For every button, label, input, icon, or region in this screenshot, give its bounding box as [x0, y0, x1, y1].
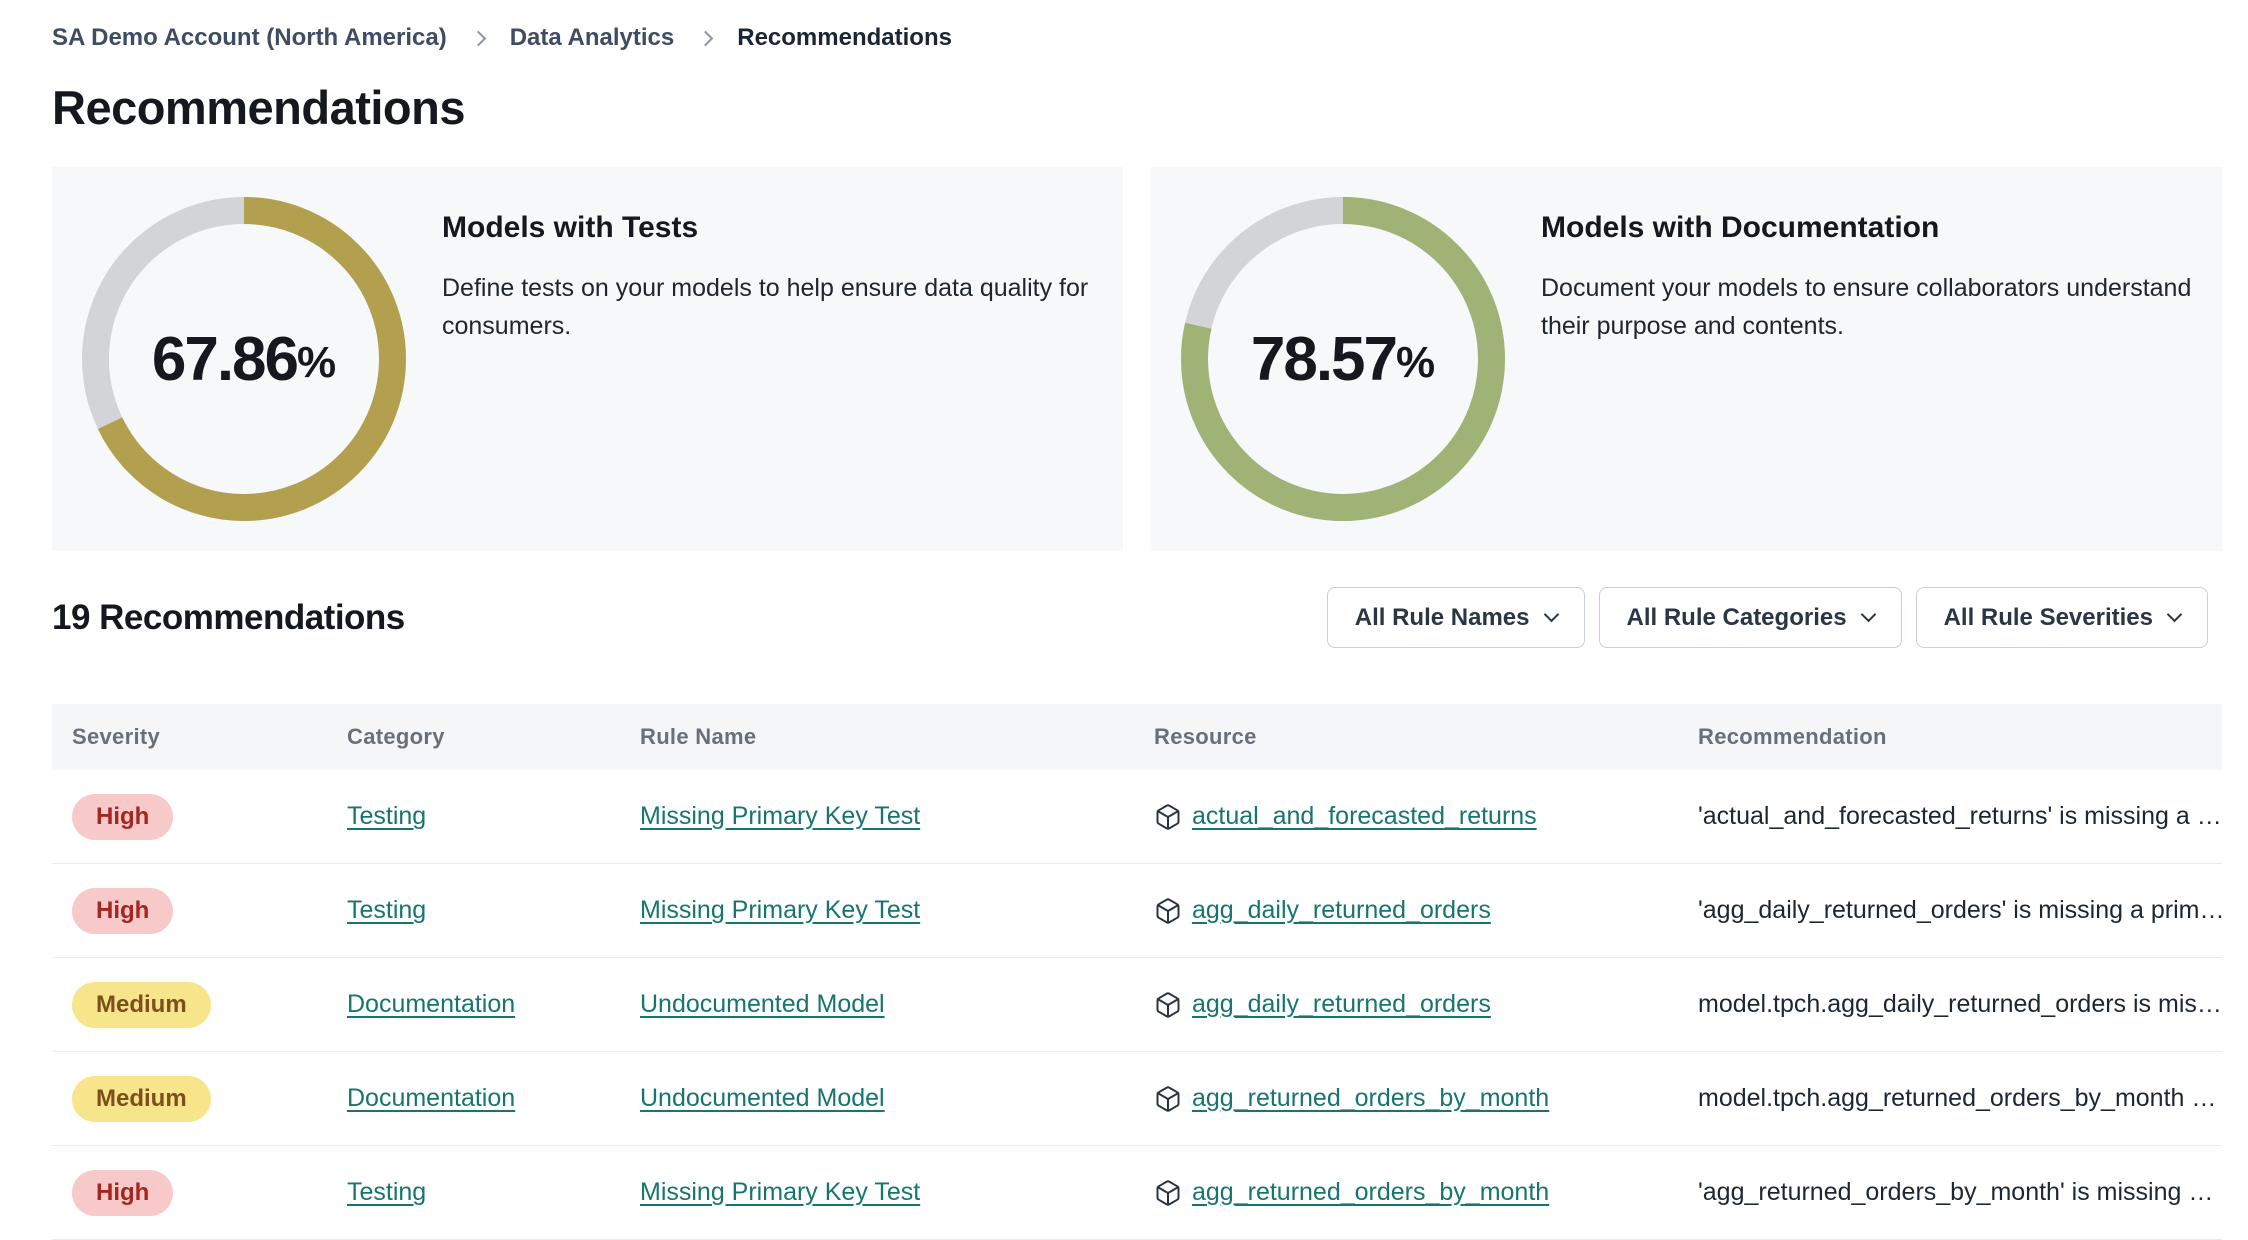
rule-severities-filter-dropdown[interactable]: All Rule Severities: [1915, 587, 2208, 648]
severity-badge: Medium: [72, 981, 211, 1028]
resource-link[interactable]: agg_daily_returned_orders: [1192, 896, 1491, 924]
donut-svg: [1181, 197, 1505, 521]
resource-link[interactable]: actual_and_forecasted_returns: [1192, 802, 1537, 830]
model-cube-icon: [1154, 1179, 1182, 1207]
donut-value-ring: [82, 197, 406, 521]
breadcrumb-item-current: Recommendations: [737, 24, 952, 51]
card-text: Models with Documentation Document your …: [1541, 167, 2192, 551]
resource-link[interactable]: agg_returned_orders_by_month: [1192, 1084, 1550, 1112]
donut-svg: [82, 197, 406, 521]
breadcrumb-item-project[interactable]: Data Analytics: [509, 24, 675, 51]
recommendation-text: 'agg_returned_orders_by_month' is missin…: [1698, 1178, 2214, 1206]
category-link[interactable]: Documentation: [347, 1084, 516, 1112]
severity-badge: Medium: [72, 1075, 211, 1122]
filters: All Rule Names All Rule Categories All R…: [1326, 587, 2208, 648]
rule-name-link[interactable]: Missing Primary Key Test: [640, 896, 921, 924]
card-title: Models with Documentation: [1541, 211, 1940, 244]
filter-label: All Rule Categories: [1626, 603, 1847, 631]
percent-sign: %: [297, 338, 337, 387]
chevron-down-icon: [1543, 606, 1559, 622]
chevron-right-icon: [470, 30, 486, 46]
model-cube-icon: [1154, 897, 1182, 925]
chevron-down-icon: [1860, 606, 1876, 622]
breadcrumb: SA Demo Account (North America) Data Ana…: [52, 24, 2222, 52]
category-link[interactable]: Testing: [347, 802, 427, 830]
rule-names-filter-dropdown[interactable]: All Rule Names: [1326, 587, 1585, 648]
recommendation-text: model.tpch.agg_returned_orders_by_month …: [1698, 1084, 2217, 1112]
rule-categories-filter-dropdown[interactable]: All Rule Categories: [1598, 587, 1902, 648]
model-cube-icon: [1154, 991, 1182, 1019]
table-row: Medium Documentation Undocumented Model …: [52, 958, 2222, 1052]
card-description: Document your models to ensure collabora…: [1541, 274, 2192, 340]
recommendation-text: 'actual_and_forecasted_returns' is missi…: [1698, 802, 2222, 830]
column-header-resource: Resource: [1154, 724, 1257, 749]
recommendations-table: Severity Category Rule Name Resource Rec…: [52, 704, 2222, 1240]
recommendation-text: 'agg_daily_returned_orders' is missing a…: [1698, 896, 2222, 924]
card-text: Models with Tests Define tests on your m…: [442, 167, 1093, 551]
table-row: High Testing Missing Primary Key Test ag…: [52, 864, 2222, 958]
category-link[interactable]: Testing: [347, 896, 427, 924]
severity-badge: High: [72, 887, 174, 934]
recommendations-count: 19 Recommendations: [52, 597, 405, 637]
percent-value: 78.57: [1250, 324, 1398, 394]
resource-link[interactable]: agg_daily_returned_orders: [1192, 990, 1491, 1018]
chevron-right-icon: [697, 30, 714, 46]
documentation-coverage-donut-chart: 78.57%: [1181, 197, 1505, 521]
column-header-rule-name: Rule Name: [640, 724, 757, 749]
models-with-tests-card: 67.86% Models with Tests Define tests on…: [52, 167, 1123, 551]
model-cube-icon: [1154, 1085, 1182, 1113]
documentation-coverage-percent: 78.57%: [1181, 197, 1505, 521]
recommendation-text: model.tpch.agg_daily_returned_orders is …: [1698, 990, 2222, 1018]
column-header-category: Category: [347, 724, 445, 749]
percent-value: 67.86: [151, 324, 299, 394]
table-header-row: Severity Category Rule Name Resource Rec…: [52, 704, 2222, 770]
resource-link[interactable]: agg_returned_orders_by_month: [1192, 1178, 1550, 1206]
chevron-down-icon: [2166, 606, 2183, 622]
rule-name-link[interactable]: Undocumented Model: [640, 990, 885, 1018]
column-header-recommendation: Recommendation: [1698, 724, 1887, 749]
table-row: High Testing Missing Primary Key Test ag…: [52, 1146, 2222, 1240]
category-link[interactable]: Testing: [347, 1178, 427, 1206]
donut-value-ring: [1181, 197, 1505, 521]
rule-name-link[interactable]: Missing Primary Key Test: [640, 1178, 921, 1206]
filter-label: All Rule Severities: [1943, 603, 2153, 631]
breadcrumb-item-account[interactable]: SA Demo Account (North America): [52, 24, 447, 51]
category-link[interactable]: Documentation: [347, 990, 516, 1018]
tests-coverage-percent: 67.86%: [82, 197, 406, 521]
models-with-documentation-card: 78.57% Models with Documentation Documen…: [1151, 167, 2222, 551]
rule-name-link[interactable]: Undocumented Model: [640, 1084, 885, 1112]
model-cube-icon: [1154, 803, 1182, 831]
severity-badge: High: [72, 793, 174, 840]
card-description: Define tests on your models to help ensu…: [442, 274, 1089, 340]
page-title: Recommendations: [52, 81, 465, 134]
filter-label: All Rule Names: [1354, 603, 1530, 631]
severity-badge: High: [72, 1169, 174, 1216]
table-row: High Testing Missing Primary Key Test ac…: [52, 770, 2222, 864]
card-title: Models with Tests: [442, 211, 699, 244]
table-row: Medium Documentation Undocumented Model …: [52, 1052, 2222, 1146]
rule-name-link[interactable]: Missing Primary Key Test: [640, 802, 921, 830]
summary-cards: 67.86% Models with Tests Define tests on…: [52, 167, 2222, 551]
percent-sign: %: [1396, 338, 1436, 387]
tests-coverage-donut-chart: 67.86%: [82, 197, 406, 521]
column-header-severity: Severity: [72, 724, 161, 749]
list-header: 19 Recommendations All Rule Names All Ru…: [52, 587, 2222, 648]
